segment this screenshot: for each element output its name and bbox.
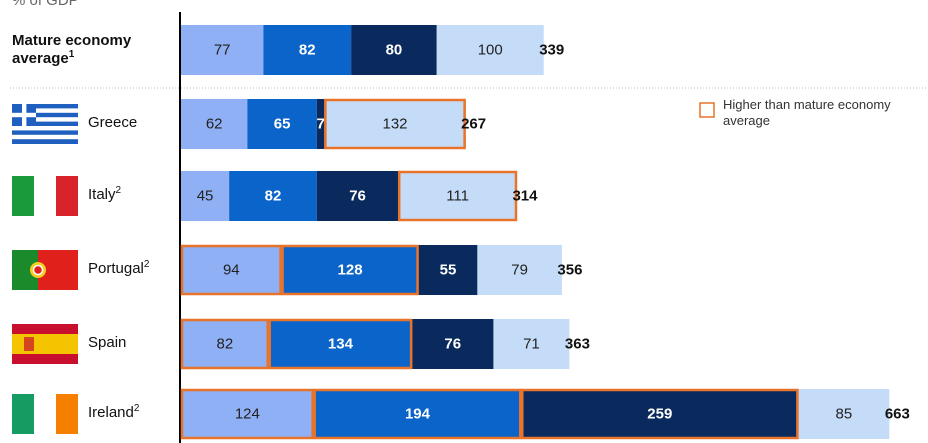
value-label: 259 (647, 406, 672, 423)
category-label: Mature economy average1 (12, 32, 177, 68)
highlight-outline (397, 170, 518, 222)
highlight-outline (180, 244, 282, 296)
total-label: 356 (557, 262, 582, 279)
flag-italy (12, 176, 78, 216)
category-label: Spain (88, 334, 126, 352)
value-label: 128 (338, 262, 363, 279)
value-label: 94 (223, 262, 240, 279)
bar-segment (412, 319, 494, 369)
value-label: 65 (274, 116, 291, 133)
footnote: 2 (115, 185, 122, 196)
category-name: Greece (88, 114, 138, 131)
value-label: 82 (265, 188, 282, 205)
bar-segment (316, 171, 399, 221)
bar-segment (324, 99, 466, 149)
bar-segment (181, 171, 230, 221)
value-label: 111 (446, 188, 469, 205)
total-label: 363 (565, 336, 590, 353)
footnote: 2 (143, 259, 150, 270)
bar-segment (493, 319, 570, 369)
category-label: Ireland2 (88, 404, 139, 422)
category-name: Ireland (88, 404, 134, 421)
value-label: 100 (478, 42, 503, 59)
category-label: Italy2 (88, 186, 121, 204)
total-label: 314 (512, 188, 538, 205)
value-label: 80 (386, 42, 403, 59)
value-label: 79 (511, 262, 528, 279)
value-label: 194 (405, 406, 431, 423)
flag-spain (12, 324, 78, 364)
value-label: 134 (328, 336, 354, 353)
highlight-outline (268, 318, 413, 370)
bar-segment (281, 245, 419, 295)
highlight-outline (313, 388, 522, 440)
highlight-outline (324, 98, 466, 150)
legend-swatch (699, 102, 715, 118)
bar-segment (316, 99, 325, 149)
footnote: 2 (133, 403, 140, 414)
category-name: Italy (88, 186, 116, 203)
total-label: 663 (885, 406, 910, 423)
value-label: 82 (217, 336, 234, 353)
flag-portugal (12, 250, 78, 290)
chart-subtitle: % of GDP (12, 0, 79, 9)
highlight-outline (180, 318, 269, 370)
bar-segment (351, 25, 437, 75)
value-label: 85 (836, 406, 853, 423)
value-label: 82 (299, 42, 316, 59)
bar-segment (521, 389, 799, 439)
footnote: 1 (68, 49, 75, 60)
bar-segment (181, 319, 269, 369)
value-label: 124 (235, 406, 260, 423)
value-label: 7 (316, 116, 324, 133)
flag-greece (12, 104, 78, 144)
category-label: Greece (88, 114, 137, 132)
bar-segment (398, 171, 517, 221)
bar-segment (181, 245, 282, 295)
value-label: 76 (349, 188, 366, 205)
legend-label: Higher than mature economy average (723, 97, 891, 128)
value-label: 76 (444, 336, 461, 353)
value-label: 45 (197, 188, 214, 205)
value-label: 77 (214, 42, 231, 59)
category-name: Spain (88, 334, 127, 351)
bar-segment (436, 25, 544, 75)
highlight-outline (521, 388, 799, 440)
highlight-outline (281, 244, 419, 296)
value-label: 132 (382, 116, 407, 133)
category-label: Portugal2 (88, 260, 149, 278)
total-label: 267 (461, 116, 486, 133)
category-name: Mature economy average (12, 32, 132, 67)
bar-segment (181, 25, 264, 75)
value-label: 71 (523, 336, 540, 353)
bar-segment (477, 245, 562, 295)
bar-segment (418, 245, 478, 295)
value-label: 55 (440, 262, 457, 279)
highlight-outline (180, 388, 314, 440)
bar-segment (268, 319, 413, 369)
value-label: 62 (206, 116, 223, 133)
bar-segment (181, 99, 248, 149)
bar-segment (181, 389, 314, 439)
bar-segment (247, 99, 317, 149)
bar-segment (263, 25, 352, 75)
total-label: 339 (539, 42, 564, 59)
flag-ireland (12, 394, 78, 434)
bar-segment (313, 389, 522, 439)
bar-segment (229, 171, 317, 221)
bar-segment (798, 389, 890, 439)
category-name: Portugal (88, 260, 144, 277)
